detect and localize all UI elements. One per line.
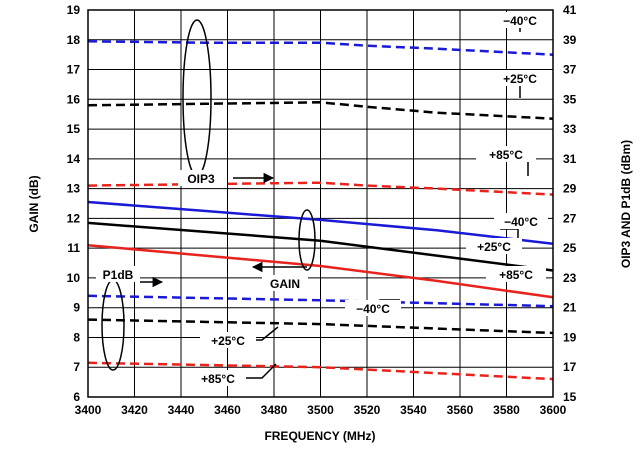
gain-plus25-line	[87, 221, 554, 272]
gain-p25-label: +25°C	[477, 240, 511, 254]
y2-tick-label: 23	[563, 271, 577, 285]
y2-axis-label: OIP3 AND P1dB (dBm)	[619, 140, 633, 268]
p1db-group-label: P1dB	[103, 268, 134, 282]
p1db-m40-bg	[345, 300, 401, 316]
y2-tick-label: 35	[563, 92, 577, 106]
y2-tick-label: 15	[563, 390, 577, 404]
gain-minus40-line	[87, 200, 554, 245]
y-tick-label: 19	[67, 3, 81, 17]
y-tick-label: 10	[67, 271, 81, 285]
y-tick-label: 18	[67, 33, 81, 47]
oip3-plus25-line	[87, 101, 554, 120]
x-tick-label: 3440	[168, 403, 195, 417]
y2-tick-label: 39	[563, 33, 577, 47]
x-tick-label: 3460	[214, 403, 241, 417]
y2-tick-label: 17	[563, 360, 577, 374]
p1db-p85-bg	[190, 370, 246, 386]
p1db-p85-label: +85°C	[201, 372, 235, 386]
oip3-group-label: OIP3	[187, 172, 215, 186]
y2-tick-label: 27	[563, 211, 577, 225]
gain-m40-bg	[494, 213, 548, 229]
x-tick-label: 3600	[540, 403, 567, 417]
gain-m40-label: −40°C	[504, 215, 538, 229]
oip3-m40-label: −40°C	[503, 14, 537, 28]
p1db-m40-label: −40°C	[356, 302, 390, 316]
series-lines	[87, 40, 554, 381]
oip3-p85-label: +85°C	[489, 148, 523, 162]
gain-p85-bg	[486, 266, 546, 282]
grid	[88, 10, 553, 397]
oip3-p85-leader	[520, 159, 529, 176]
y-tick-label: 6	[73, 390, 80, 404]
y2-tick-label: 19	[563, 330, 577, 344]
gain-p85-label: +85°C	[499, 268, 533, 282]
y-tick-label: 14	[67, 152, 81, 166]
p1db-p25-bg	[200, 332, 256, 348]
x-tick-label: 3480	[261, 403, 288, 417]
oip3-p25-bg	[492, 70, 548, 86]
p1db-p25-label: +25°C	[211, 334, 245, 348]
oip3-minus40-line	[87, 40, 554, 56]
x-tick-label: 3560	[447, 403, 474, 417]
p1db-p85-leader	[242, 363, 277, 379]
x-tick-label: 3500	[307, 403, 334, 417]
gain-label-bg	[262, 275, 308, 291]
y2-tick-label: 41	[563, 3, 577, 17]
gain-plus85-line	[87, 243, 554, 299]
y-tick-label: 16	[67, 92, 81, 106]
y2-tick-label: 21	[563, 301, 577, 315]
p1db-label-bg	[96, 266, 140, 282]
y-tick-label: 17	[67, 63, 81, 77]
y2-tick-label: 29	[563, 182, 577, 196]
oip3-label-bg	[178, 170, 224, 186]
y-tick-label: 11	[67, 241, 80, 255]
x-tick-label: 3540	[400, 403, 427, 417]
x-axis-label: FREQUENCY (MHz)	[264, 429, 375, 443]
y-tick-label: 9	[73, 301, 80, 315]
p1db-minus40-line	[87, 294, 554, 308]
x-tick-label: 3520	[354, 403, 381, 417]
p1db-plus85-line	[87, 361, 554, 381]
y-tick-label: 12	[67, 211, 81, 225]
oip3-group-ellipse	[182, 19, 212, 177]
oip3-p25-label: +25°C	[503, 72, 537, 86]
annotation-labels: OIP3 GAIN P1dB −40°C +25°C +85°C −40°C +…	[96, 12, 548, 386]
gain-p25-bg	[466, 238, 522, 254]
gain-group-label: GAIN	[270, 277, 300, 291]
gain-group-ellipse	[298, 209, 316, 271]
y-axis-label: GAIN (dB)	[27, 175, 41, 232]
y2-tick-label: 31	[563, 152, 577, 166]
x-tick-label: 3580	[493, 403, 520, 417]
y-tick-label: 8	[73, 330, 80, 344]
y2-tick-label: 37	[563, 63, 577, 77]
y2-tick-label: 25	[563, 241, 577, 255]
y-tick-label: 7	[73, 360, 80, 374]
tick-labels: 3400 3420 3440 3460 3480 3500 3520 3540 3560 3580…	[67, 3, 577, 417]
y-tick-label: 15	[67, 122, 81, 136]
p1db-plus25-line	[87, 318, 554, 335]
x-tick-label: 3400	[75, 403, 102, 417]
x-tick-label: 3420	[121, 403, 148, 417]
p1db-group-ellipse	[101, 279, 125, 371]
plot-frame	[87, 9, 554, 398]
y-tick-label: 13	[67, 182, 81, 196]
y2-tick-label: 33	[563, 122, 577, 136]
oip3-m40-bg	[492, 12, 548, 28]
oip3-plus85-line	[87, 181, 554, 196]
oip3-p85-bg	[476, 146, 536, 162]
